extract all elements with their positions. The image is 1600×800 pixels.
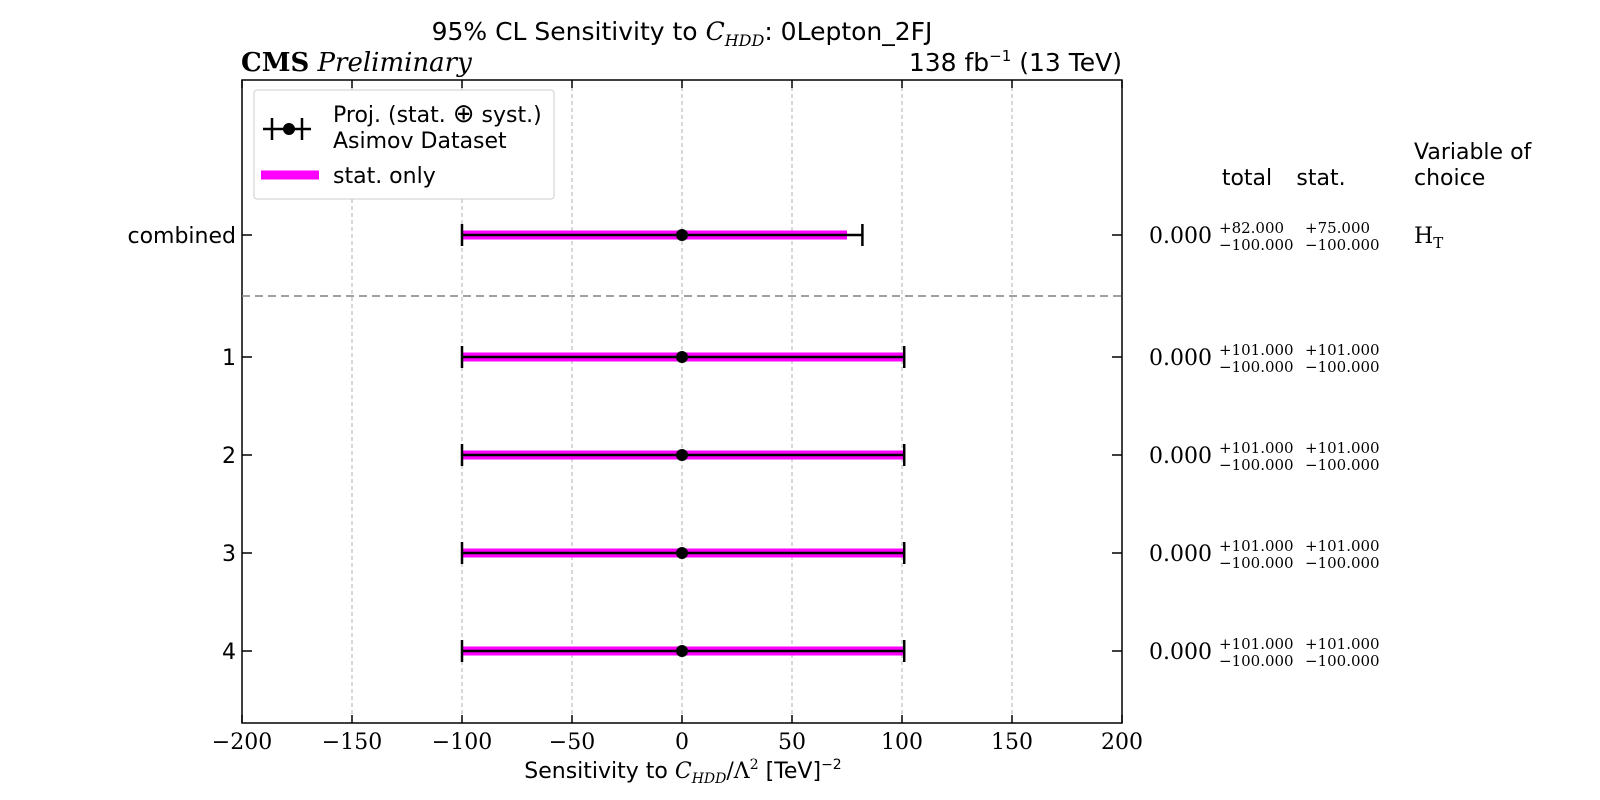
x-tick-label: 200: [1101, 730, 1143, 755]
x-tick-label: −100: [432, 730, 492, 755]
table-header-variable-line1: Variable of: [1414, 140, 1533, 165]
x-tick-label: 0: [675, 730, 689, 755]
x-tick-label: −50: [549, 730, 595, 755]
row-total-up: +101.000: [1219, 341, 1294, 359]
x-tick-label: −150: [322, 730, 382, 755]
row-stat-down: −100.000: [1305, 652, 1380, 670]
row-value: 0.000: [1149, 640, 1212, 665]
row-value: 0.000: [1149, 444, 1212, 469]
row-stat-down: −100.000: [1305, 554, 1380, 572]
row-stat-up: +101.000: [1305, 635, 1380, 653]
row-value: 0.000: [1149, 542, 1212, 567]
row-value: 0.000: [1149, 346, 1212, 371]
y-tick-label: 3: [222, 542, 236, 567]
y-tick-label: combined: [127, 224, 236, 249]
row-stat-up: +75.000: [1305, 219, 1370, 237]
row-total-down: −100.000: [1219, 236, 1294, 254]
legend-total-label: Proj. (stat. ⊕ syst.): [333, 99, 542, 129]
chart-title: 95% CL Sensitivity to CHDD: 0Lepton_2FJ: [432, 17, 933, 50]
row-stat-down: −100.000: [1305, 358, 1380, 376]
row-total-down: −100.000: [1219, 554, 1294, 572]
x-axis-label: Sensitivity to CHDD/Λ2 [TeV]−2: [524, 757, 841, 787]
legend-total-label-line2: Asimov Dataset: [333, 129, 507, 154]
central-value-point: [676, 547, 688, 559]
row-stat-up: +101.000: [1305, 439, 1380, 457]
row-total-up: +82.000: [1219, 219, 1284, 237]
legend: Proj. (stat. ⊕ syst.) Asimov Dataset sta…: [253, 89, 555, 200]
central-value-point: [676, 351, 688, 363]
luminosity-label: 138 fb−1 (13 TeV): [909, 47, 1122, 77]
central-value-point: [676, 229, 688, 241]
row-total-down: −100.000: [1219, 456, 1294, 474]
legend-stat-label: stat. only: [333, 164, 436, 189]
central-value-point: [676, 449, 688, 461]
central-value-point: [676, 645, 688, 657]
x-axis: −200 −150 −100 −50 0 50 100 150 200: [212, 80, 1143, 755]
table-header-stat: stat.: [1296, 166, 1345, 191]
x-tick-label: 50: [778, 730, 806, 755]
row-stat-up: +101.000: [1305, 537, 1380, 555]
y-tick-label: 2: [222, 444, 236, 469]
table-header-total: total: [1222, 166, 1272, 191]
row-total-down: −100.000: [1219, 358, 1294, 376]
y-tick-label: 4: [222, 640, 236, 665]
data-marks: [460, 224, 906, 662]
row-value: 0.000: [1149, 224, 1212, 249]
row-stat-down: −100.000: [1305, 236, 1380, 254]
row-total-up: +101.000: [1219, 537, 1294, 555]
experiment-label: CMS Preliminary: [241, 48, 472, 78]
x-tick-label: 150: [991, 730, 1033, 755]
legend-box: [253, 89, 555, 200]
legend-total-marker-dot: [283, 123, 295, 135]
table-header-variable-line2: choice: [1414, 166, 1485, 191]
row-stat-down: −100.000: [1305, 456, 1380, 474]
row-variable: HT: [1414, 224, 1443, 252]
row-total-down: −100.000: [1219, 652, 1294, 670]
x-tick-label: −200: [212, 730, 272, 755]
row-total-up: +101.000: [1219, 439, 1294, 457]
y-axis: combined 1 2 3 4: [127, 224, 1122, 665]
row-total-up: +101.000: [1219, 635, 1294, 653]
row-stat-up: +101.000: [1305, 341, 1380, 359]
y-tick-label: 1: [222, 346, 236, 371]
results-table: 0.000 +82.000−100.000+75.000−100.000 HT0.0…: [1149, 219, 1443, 670]
x-tick-label: 100: [881, 730, 923, 755]
